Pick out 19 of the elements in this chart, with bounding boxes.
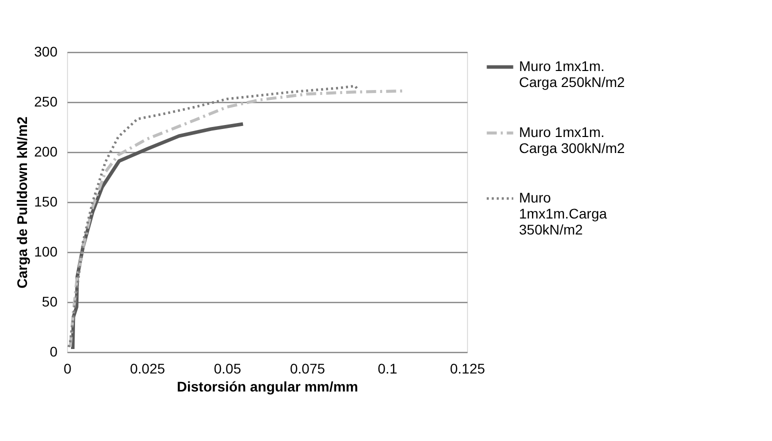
y-tick-label: 150 [34,194,58,210]
y-tick-label: 0 [50,344,58,360]
x-tick-label: 0.1 [378,360,398,376]
legend-label: Muro 1mx1m.Carga 350kN/m2 [519,190,608,238]
legend-label: Muro 1mx1m. Carga 250kN/m2 [519,58,626,90]
x-axis-title: Distorsión angular mm/mm [176,378,358,394]
x-tick-label: 0 [64,360,72,376]
x-tick-label: 0.125 [450,360,486,376]
y-tick-label: 300 [34,44,58,60]
y-tick-label: 100 [34,244,58,260]
y-tick-label: 250 [34,94,58,110]
legend-label: Muro 1mx1m. Carga 300kN/m2 [519,124,626,156]
x-tick-label: 0.075 [290,360,326,376]
x-tick-label: 0.05 [214,360,242,376]
line-series [68,90,404,348]
y-tick-label: 50 [42,294,58,310]
y-axis-title: Carga de Pulldown kN/m2 [14,116,30,288]
y-tick-label: 200 [34,144,58,160]
x-tick-label: 0.025 [130,360,166,376]
